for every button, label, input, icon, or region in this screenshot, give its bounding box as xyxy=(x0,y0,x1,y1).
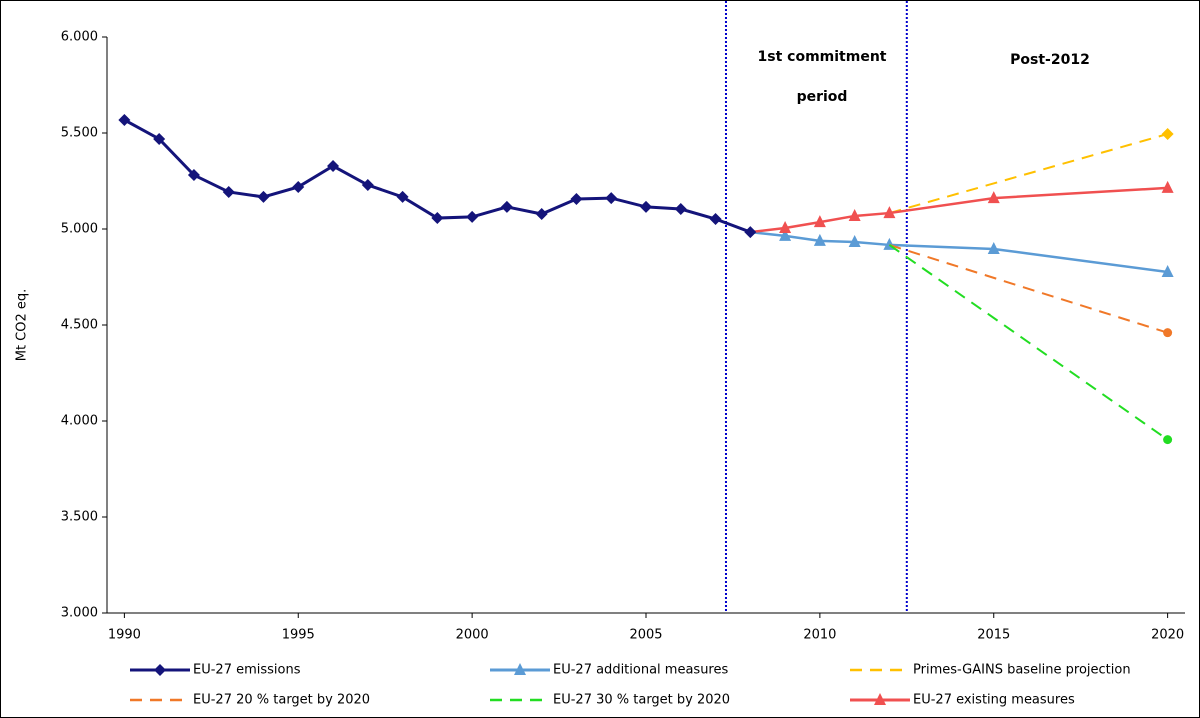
x-tick-label: 2010 xyxy=(803,628,836,643)
marker xyxy=(674,203,687,216)
series-line xyxy=(888,244,1169,441)
marker xyxy=(779,228,792,241)
series-line xyxy=(889,132,1168,215)
legend-item: EU-27 emissions xyxy=(130,663,301,678)
legend-label: EU-27 30 % target by 2020 xyxy=(553,693,730,708)
legend-label: Primes-GAINS baseline projection xyxy=(913,663,1131,678)
y-tick-label: 3.000 xyxy=(61,606,98,621)
marker xyxy=(1161,265,1174,278)
marker xyxy=(118,113,131,126)
annotation: Post-2012 xyxy=(1010,52,1090,68)
marker xyxy=(1163,328,1173,338)
y-tick-label: 3.500 xyxy=(61,510,98,525)
legend-label: EU-27 emissions xyxy=(193,663,301,678)
marker xyxy=(848,235,861,248)
marker xyxy=(292,180,305,193)
legend-item: EU-27 30 % target by 2020 xyxy=(490,693,730,708)
y-tick-label: 5.000 xyxy=(61,222,98,237)
marker xyxy=(709,213,722,226)
series-line xyxy=(889,243,1168,334)
marker xyxy=(1161,180,1174,193)
marker xyxy=(570,193,583,206)
marker xyxy=(987,241,1000,254)
marker xyxy=(396,190,409,203)
legend-item: EU-27 additional measures xyxy=(490,663,728,678)
marker xyxy=(848,208,861,221)
marker xyxy=(514,663,526,675)
marker xyxy=(327,160,340,173)
marker xyxy=(500,200,513,213)
marker xyxy=(257,190,270,203)
y-tick-label: 4.500 xyxy=(61,318,98,333)
y-axis-label: Mt CO2 eq. xyxy=(15,289,30,362)
x-tick-label: 2015 xyxy=(977,628,1010,643)
marker xyxy=(222,185,235,198)
marker xyxy=(361,179,374,192)
annotation: period xyxy=(797,89,848,105)
marker xyxy=(535,208,548,221)
legend-label: EU-27 existing measures xyxy=(913,693,1075,708)
marker xyxy=(187,169,200,182)
y-tick-label: 5.500 xyxy=(61,126,98,141)
marker xyxy=(431,212,444,225)
x-tick-label: 2020 xyxy=(1151,628,1184,643)
legend-item: EU-27 20 % target by 2020 xyxy=(130,693,370,708)
marker xyxy=(813,233,826,246)
marker xyxy=(153,132,166,145)
legend-item: Primes-GAINS baseline projection xyxy=(850,663,1131,678)
marker xyxy=(1163,435,1173,445)
marker xyxy=(779,221,792,234)
marker xyxy=(744,226,757,239)
marker xyxy=(883,206,896,219)
y-tick-label: 6.000 xyxy=(61,30,98,45)
x-tick-label: 2000 xyxy=(456,628,489,643)
marker xyxy=(874,693,886,705)
marker xyxy=(466,210,479,223)
legend-label: EU-27 20 % target by 2020 xyxy=(193,693,370,708)
annotation: 1st commitment xyxy=(758,49,887,65)
x-tick-label: 1990 xyxy=(108,628,141,643)
marker xyxy=(987,191,1000,204)
marker xyxy=(640,200,652,213)
marker xyxy=(605,192,618,205)
x-tick-label: 1995 xyxy=(282,628,315,643)
x-tick-label: 2005 xyxy=(629,628,662,643)
marker xyxy=(813,215,826,228)
legend-label: EU-27 additional measures xyxy=(553,663,728,678)
legend-item: EU-27 existing measures xyxy=(850,693,1075,708)
y-tick-label: 4.000 xyxy=(61,414,98,429)
marker xyxy=(1161,127,1174,140)
marker xyxy=(154,664,166,676)
